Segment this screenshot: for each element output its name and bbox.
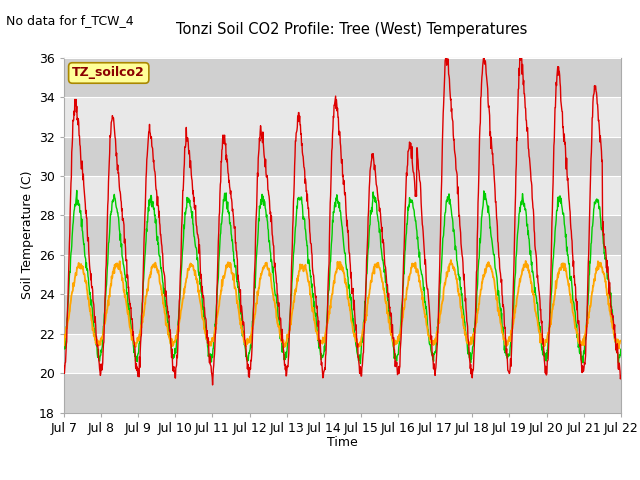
Text: No data for f_TCW_4: No data for f_TCW_4 <box>6 14 134 27</box>
-8cm <box>552 224 559 230</box>
-2cm <box>617 373 625 379</box>
Line: -8cm: -8cm <box>64 191 621 363</box>
-4cm <box>502 338 509 344</box>
-8cm <box>246 342 254 348</box>
-2cm <box>184 135 191 141</box>
Line: -2cm: -2cm <box>64 52 621 385</box>
-2cm <box>246 366 254 372</box>
-8cm <box>73 188 81 193</box>
-8cm <box>171 351 179 357</box>
-2cm <box>170 369 178 375</box>
-4cm <box>170 339 178 345</box>
Bar <box>64 373 621 413</box>
-2cm <box>502 337 509 343</box>
-4cm <box>617 338 625 344</box>
Line: -4cm: -4cm <box>64 260 621 348</box>
-4cm <box>615 346 623 351</box>
Text: TZ_soilco2: TZ_soilco2 <box>72 67 145 80</box>
Bar <box>64 216 621 255</box>
-2cm <box>209 382 216 388</box>
-8cm <box>60 343 68 349</box>
-2cm <box>429 360 437 365</box>
-8cm <box>502 353 510 359</box>
-4cm <box>551 291 559 297</box>
X-axis label: Time: Time <box>327 436 358 449</box>
Bar <box>64 136 621 176</box>
Bar <box>64 58 621 97</box>
-4cm <box>246 334 254 339</box>
-2cm <box>518 49 525 55</box>
-2cm <box>60 363 68 369</box>
-8cm <box>617 347 625 352</box>
-4cm <box>447 257 455 263</box>
-4cm <box>184 266 191 272</box>
-4cm <box>60 342 68 348</box>
-8cm <box>429 359 437 364</box>
Y-axis label: Soil Temperature (C): Soil Temperature (C) <box>20 171 33 300</box>
-4cm <box>429 341 436 347</box>
-8cm <box>356 360 364 366</box>
Text: Tonzi Soil CO2 Profile: Tree (West) Temperatures: Tonzi Soil CO2 Profile: Tree (West) Temp… <box>176 22 528 36</box>
-2cm <box>552 105 559 110</box>
Bar <box>64 294 621 334</box>
-8cm <box>184 197 192 203</box>
